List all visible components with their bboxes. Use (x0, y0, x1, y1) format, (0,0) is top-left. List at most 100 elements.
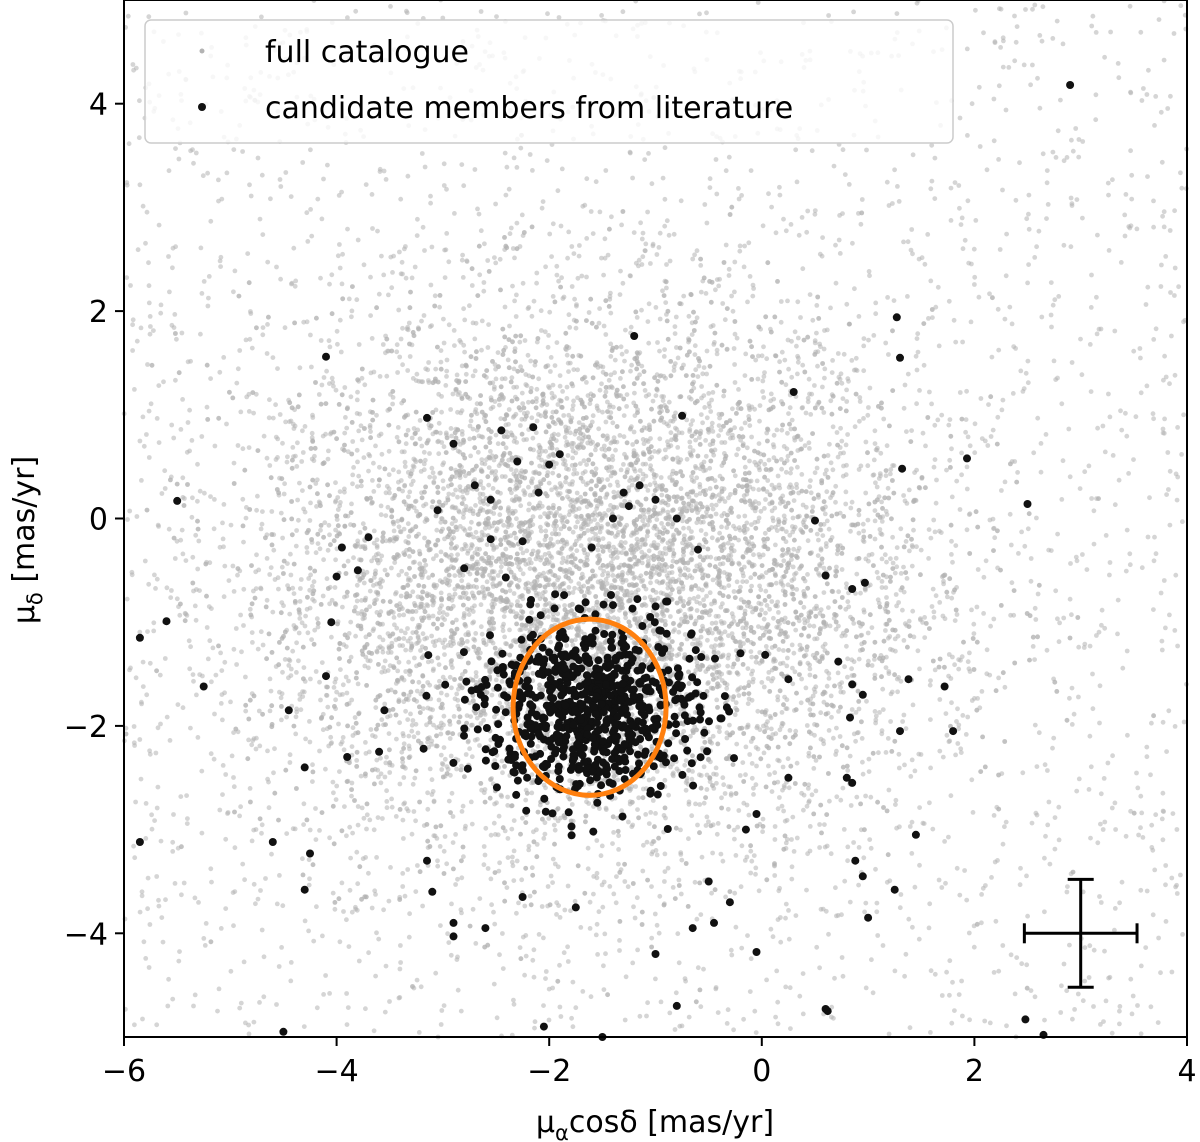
catalogue-point (700, 371, 706, 377)
catalogue-point (472, 336, 478, 342)
catalogue-point (348, 654, 354, 660)
catalogue-point (482, 525, 488, 531)
catalogue-point (710, 390, 716, 395)
catalogue-point (391, 528, 397, 534)
catalogue-point (662, 447, 668, 453)
catalogue-point (411, 426, 417, 431)
catalogue-point (441, 486, 446, 491)
catalogue-point (413, 609, 419, 614)
catalogue-point (713, 620, 719, 626)
catalogue-point (593, 466, 599, 472)
catalogue-point (567, 496, 572, 502)
catalogue-point (938, 530, 944, 535)
catalogue-point (624, 522, 630, 528)
catalogue-point (482, 241, 487, 247)
catalogue-point (524, 383, 530, 389)
catalogue-point (446, 259, 452, 265)
catalogue-point (427, 682, 433, 688)
catalogue-point (840, 785, 846, 791)
catalogue-point (849, 707, 855, 712)
catalogue-point (757, 467, 762, 473)
catalogue-point (693, 367, 699, 373)
catalogue-point (444, 692, 450, 698)
catalogue-point (671, 368, 677, 373)
catalogue-point (720, 858, 726, 864)
catalogue-point (406, 659, 411, 665)
catalogue-point (662, 347, 667, 352)
catalogue-point (307, 827, 313, 833)
catalogue-point (353, 604, 358, 610)
catalogue-point (492, 714, 497, 720)
catalogue-point (692, 879, 698, 885)
catalogue-point (548, 355, 554, 360)
catalogue-point (410, 718, 416, 723)
catalogue-point (838, 425, 843, 431)
catalogue-point (477, 743, 482, 748)
catalogue-point (744, 520, 750, 526)
catalogue-point (844, 643, 849, 649)
catalogue-point (861, 368, 867, 374)
catalogue-point (234, 380, 240, 386)
catalogue-point (452, 586, 458, 592)
catalogue-point (776, 625, 781, 630)
catalogue-point (1126, 471, 1131, 476)
catalogue-point (384, 799, 390, 804)
catalogue-point (378, 755, 383, 761)
catalogue-point (748, 478, 754, 484)
catalogue-point (643, 812, 649, 817)
catalogue-point (425, 603, 431, 609)
catalogue-point (571, 398, 576, 404)
catalogue-point (378, 780, 384, 786)
catalogue-point (629, 590, 634, 595)
catalogue-point (574, 490, 580, 496)
catalogue-point (423, 501, 429, 507)
catalogue-point (905, 294, 910, 299)
catalogue-point (704, 348, 710, 354)
catalogue-point (799, 676, 804, 682)
catalogue-point (439, 767, 445, 772)
catalogue-point (687, 444, 693, 450)
catalogue-point (421, 449, 427, 455)
catalogue-point (863, 439, 869, 445)
catalogue-point (596, 909, 602, 915)
catalogue-point (704, 593, 709, 599)
catalogue-point (462, 542, 468, 547)
catalogue-point (601, 568, 607, 574)
catalogue-point (928, 765, 933, 771)
catalogue-point (766, 763, 771, 769)
catalogue-point (449, 433, 454, 439)
catalogue-point (468, 453, 473, 459)
catalogue-point (225, 810, 231, 815)
catalogue-point (822, 375, 827, 381)
catalogue-point (312, 627, 318, 633)
catalogue-point (713, 287, 718, 293)
catalogue-point (497, 402, 502, 408)
catalogue-point (657, 635, 663, 641)
catalogue-point (704, 787, 710, 792)
catalogue-point (430, 470, 436, 476)
catalogue-point (640, 254, 646, 260)
catalogue-point (866, 337, 871, 343)
catalogue-point (393, 591, 398, 597)
catalogue-point (388, 650, 394, 655)
catalogue-point (762, 506, 767, 511)
catalogue-point (520, 280, 526, 286)
catalogue-point (613, 447, 618, 453)
catalogue-point (319, 660, 325, 665)
catalogue-point (475, 449, 481, 455)
catalogue-point (508, 467, 514, 472)
catalogue-point (928, 717, 933, 722)
catalogue-point (497, 256, 503, 262)
catalogue-point (575, 275, 581, 281)
catalogue-point (208, 751, 214, 757)
catalogue-point (675, 355, 681, 361)
catalogue-point (749, 761, 755, 766)
catalogue-point (570, 642, 576, 648)
catalogue-point (845, 768, 851, 773)
catalogue-point (988, 623, 993, 629)
catalogue-point (873, 866, 878, 872)
catalogue-point (570, 529, 576, 535)
catalogue-point (709, 620, 715, 626)
catalogue-point (883, 585, 889, 590)
